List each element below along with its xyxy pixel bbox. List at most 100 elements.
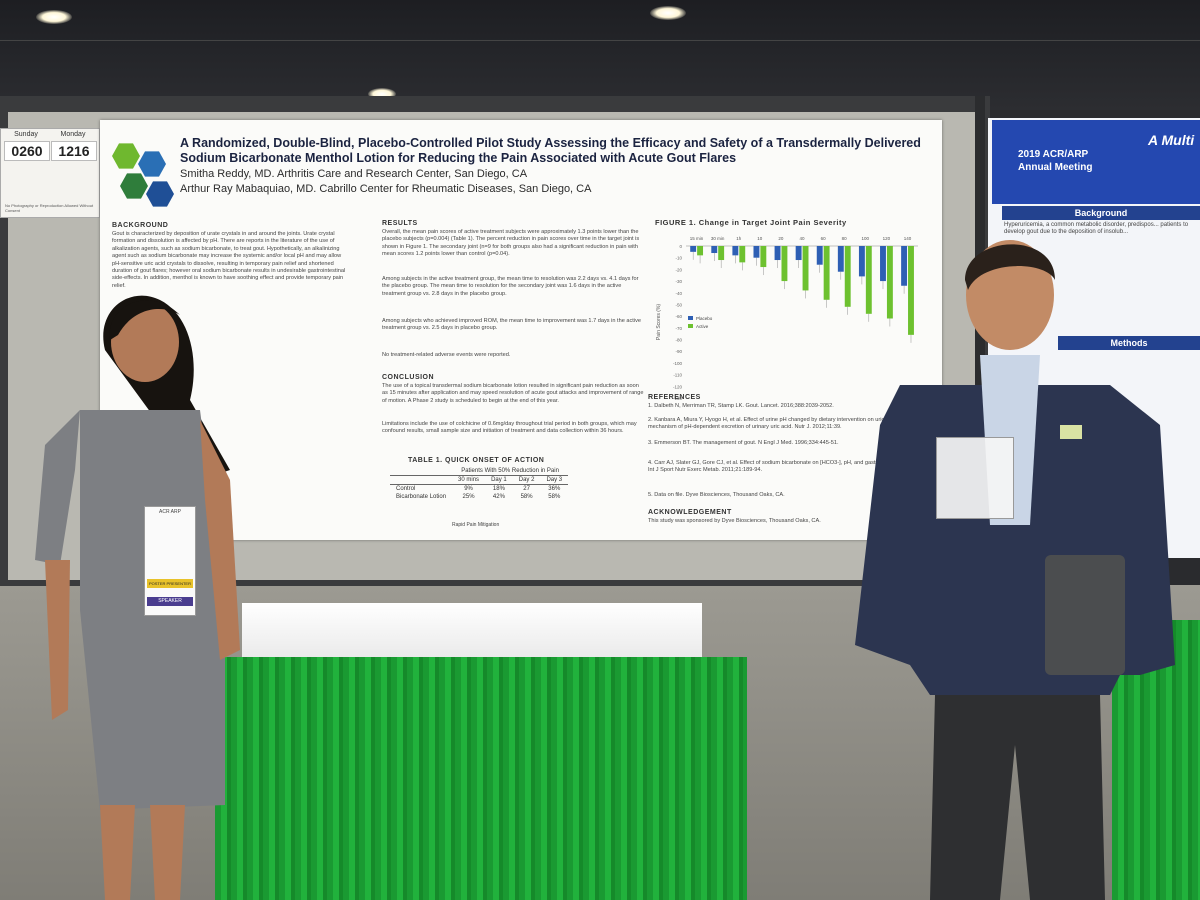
table-row: Control 9% 18% 27 36%	[390, 485, 568, 494]
presenter-woman	[35, 295, 240, 900]
y-tick-label: -20	[675, 267, 682, 272]
table-row-label: Control	[396, 486, 416, 492]
adjacent-poster-header-bar	[992, 120, 1200, 204]
table-cell: 18%	[492, 486, 505, 492]
acknowledgement-heading: ACKNOWLEDGEMENT	[648, 509, 732, 516]
chart-title: FIGURE 1. Change in Target Joint Pain Se…	[655, 218, 847, 227]
poster-title: A Randomized, Double-Blind, Placebo-Cont…	[180, 136, 921, 165]
card-day-2: Monday	[60, 131, 86, 138]
chart-bar-placebo	[858, 246, 865, 277]
chart-bar-placebo	[732, 246, 739, 256]
chart-bar-placebo	[816, 246, 823, 265]
table-col-header: 30 mins	[452, 475, 486, 485]
table-cell: 9%	[464, 486, 473, 492]
reference-item: 3. Emmerson BT. The management of gout. …	[648, 440, 839, 446]
y-tick-label: -60	[675, 314, 682, 319]
y-tick-label: -40	[675, 291, 682, 296]
table-row-label: Bicarbonate Lotion	[396, 494, 447, 500]
legend-swatch	[688, 324, 693, 328]
chart-bar-placebo	[774, 246, 781, 261]
chart-bar-active	[844, 246, 851, 307]
chart-bar-active	[823, 246, 830, 300]
logo-hex-icon	[120, 173, 148, 199]
table-group-header: Patients With 50% Reduction in Pain	[452, 467, 569, 476]
poster-author-2: Arthur Ray Mabaquiao, MD. Cabrillo Cente…	[180, 183, 592, 195]
card-number-1: 0260	[4, 141, 50, 161]
x-tick-label: 30 min	[711, 236, 725, 241]
x-tick-label: 140	[904, 236, 912, 241]
y-tick-label: 0	[679, 244, 682, 249]
table-heading: TABLE 1. QUICK ONSET OF ACTION	[408, 457, 545, 464]
name-badge: ACR ARP POSTER PRESENTER SPEAKER	[144, 506, 196, 616]
results-p2: Among subjects in the active treatment g…	[382, 276, 639, 297]
x-tick-label: 80	[842, 236, 848, 241]
ceiling-light	[650, 6, 686, 20]
chart-bar-active	[781, 246, 788, 282]
y-tick-label: -10	[675, 256, 682, 261]
y-tick-label: -30	[675, 279, 682, 284]
y-tick-label: -50	[675, 302, 682, 307]
table-cell: 58%	[548, 494, 561, 500]
y-tick-label: -120	[673, 384, 683, 389]
table-col-header: Day 3	[540, 475, 569, 485]
conclusion-heading: CONCLUSION	[382, 374, 435, 381]
x-tick-label: 1h	[736, 236, 742, 241]
results-heading: RESULTS	[382, 220, 418, 227]
adjacent-poster-title: A Multi	[1148, 132, 1195, 148]
y-tick-label: -70	[675, 326, 682, 331]
y-axis-label: Pain Scores (%)	[656, 304, 662, 340]
badge-ribbon: SPEAKER	[147, 597, 193, 606]
x-tick-label: 40	[799, 236, 805, 241]
conclusion-p2: Limitations include the use of colchicin…	[382, 421, 637, 435]
logo-hex-icon	[146, 181, 174, 207]
reference-item: 2. Kanbara A, Miura Y, Hyogo H, et al. E…	[648, 417, 922, 431]
poster-author-1: Smitha Reddy, MD. Arthritis Care and Res…	[180, 168, 528, 180]
ceiling-truss	[0, 40, 1200, 41]
reference-item: 1. Dalbeth N, Merriman TR, Stamp LK. Gou…	[648, 403, 834, 409]
legend-label: Active	[696, 324, 709, 329]
card-note: No Photography or Reproduction Allowed W…	[5, 203, 94, 213]
table-cell: 36%	[548, 486, 561, 492]
legend-swatch	[688, 316, 693, 320]
table-row: Bicarbonate Lotion 25% 42% 58% 58%	[390, 493, 568, 501]
chart-bar-active	[865, 246, 872, 314]
x-tick-label: 60	[821, 236, 827, 241]
chart-bar-active	[697, 246, 704, 256]
onset-table: Patients With 50% Reduction in Pain 30 m…	[390, 467, 569, 501]
results-p3: Among subjects who achieved improved ROM…	[382, 318, 641, 332]
chart-bar-active	[886, 246, 893, 319]
x-tick-label: 10	[757, 236, 763, 241]
y-tick-label: -90	[675, 349, 682, 354]
y-tick-label: -100	[673, 361, 683, 366]
chart-bar-active	[908, 246, 914, 335]
table-col-header: Day 1	[485, 475, 513, 485]
references-heading: REFERENCES	[648, 394, 701, 401]
badge-brand: ACR ARP	[159, 509, 181, 515]
presenter-man	[855, 240, 1175, 900]
y-tick-label: -130	[673, 396, 683, 401]
y-tick-label: -110	[673, 373, 682, 378]
legend-label: Placebo	[696, 316, 713, 321]
adjacent-section-heading: Background	[1002, 206, 1200, 220]
chart-bar-active	[739, 246, 746, 263]
badge-ribbon: POSTER PRESENTER	[147, 579, 193, 588]
pain-severity-chart: 0 -10 -20 -30 -40 -50 -60 -70 -80 -90 -100 -110 -120…	[656, 236, 918, 401]
table-cell: 42%	[492, 494, 505, 500]
chart-bar-active	[718, 246, 725, 261]
chart-bar-placebo	[711, 246, 718, 254]
adjacent-poster-meeting: 2019 ACR/ARP Annual Meeting	[1018, 149, 1093, 173]
x-tick-label: 100	[862, 236, 870, 241]
ceiling	[0, 0, 1200, 110]
results-p1: Overall, the mean pain scores of active …	[382, 229, 640, 258]
chart-bar-placebo	[837, 246, 844, 272]
table-cell: 58%	[520, 494, 533, 500]
chart-bar-placebo	[880, 246, 886, 282]
ceiling-light	[36, 10, 72, 24]
card-number-2: 1216	[51, 141, 97, 161]
chart-bar-active	[802, 246, 809, 291]
results-p4: No treatment-related adverse events were…	[382, 352, 511, 358]
research-poster: A Randomized, Double-Blind, Placebo-Cont…	[100, 120, 942, 540]
x-tick-label: 15 min	[690, 236, 704, 241]
conclusion-p1: The use of a topical transdermal sodium …	[382, 383, 644, 404]
